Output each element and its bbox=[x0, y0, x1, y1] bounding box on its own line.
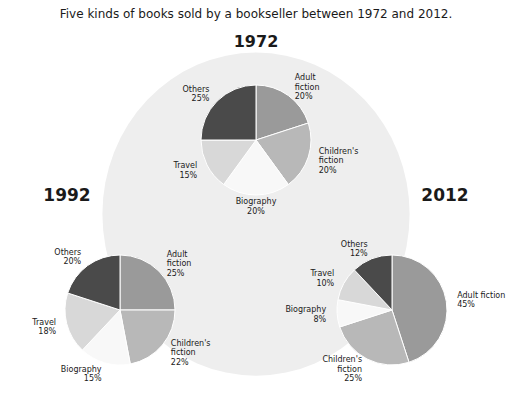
slice-label: Biography20% bbox=[236, 197, 277, 216]
value-label: 15% bbox=[179, 171, 197, 180]
slice bbox=[354, 255, 392, 310]
category-label-line: Others bbox=[182, 85, 209, 94]
category-label-line: fiction bbox=[337, 365, 362, 374]
category-label-line: Travel bbox=[31, 318, 56, 327]
category-label-line: Adult bbox=[295, 73, 316, 82]
slice-label: Others20% bbox=[54, 248, 81, 267]
category-label-line: fiction bbox=[295, 83, 320, 92]
value-label: 20% bbox=[295, 92, 313, 101]
category-label-line: Others bbox=[341, 240, 368, 249]
category-label-line: Adult bbox=[167, 250, 188, 259]
pie: Adult fiction45% Children'sfiction25% Biog… bbox=[285, 240, 505, 383]
slice-label: Travel18% bbox=[31, 318, 56, 337]
value-label: 20% bbox=[63, 257, 81, 266]
value-label: 20% bbox=[319, 166, 337, 175]
title: Five kinds of books sold by a bookseller… bbox=[60, 7, 452, 21]
category-label: Travel bbox=[31, 318, 56, 327]
category-label: Children'sfiction bbox=[322, 355, 362, 374]
category-label: Adultfiction bbox=[295, 73, 320, 92]
pie: Adultfiction25%Children'sfiction22%Biogr… bbox=[31, 248, 210, 383]
slice-label: Adultfiction25% bbox=[167, 250, 192, 278]
category-label-line: Adult fiction bbox=[457, 291, 505, 300]
year-label: 1972 bbox=[234, 32, 279, 51]
year-label: 1992 bbox=[43, 185, 90, 205]
value-label: 8% bbox=[313, 315, 326, 324]
slice-label: Travel10% bbox=[309, 269, 334, 288]
category-label-line: fiction bbox=[167, 259, 192, 268]
slice-label: Adult fiction45% bbox=[457, 291, 505, 310]
value-label: 45% bbox=[457, 300, 475, 309]
category-label-line: Biography bbox=[236, 197, 277, 206]
category-label: Others bbox=[54, 248, 81, 257]
category-label: Biography bbox=[61, 365, 102, 374]
slice-label: Children'sfiction25% bbox=[322, 355, 362, 383]
year-label: 2012 bbox=[421, 185, 468, 205]
category-label: Children'sfiction bbox=[319, 147, 359, 166]
category-label: Travel bbox=[309, 269, 334, 278]
slice-label: Children'sfiction20% bbox=[319, 147, 359, 175]
value-label: 18% bbox=[38, 327, 56, 336]
slice-label: Others12% bbox=[341, 240, 368, 259]
category-label-line: Children's bbox=[322, 355, 362, 364]
category-label-line: Others bbox=[54, 248, 81, 257]
value-label: 15% bbox=[84, 374, 102, 383]
value-label: 10% bbox=[316, 279, 334, 288]
category-label: Travel bbox=[172, 161, 197, 170]
slice bbox=[201, 140, 256, 184]
slice-label: Biography15% bbox=[61, 365, 102, 384]
watermark bbox=[102, 53, 409, 376]
category-label-line: Biography bbox=[61, 365, 102, 374]
slice-label: Biography8% bbox=[285, 305, 326, 324]
category-label: Children'sfiction bbox=[171, 339, 211, 358]
category-label: Others bbox=[182, 85, 209, 94]
value-label: 12% bbox=[350, 249, 368, 258]
slice-label: Children'sfiction22% bbox=[171, 339, 211, 367]
category-label: Adult fiction bbox=[457, 291, 505, 300]
slice-label: Others25% bbox=[182, 85, 209, 104]
slice-label: Travel15% bbox=[172, 161, 197, 180]
category-label-line: Travel bbox=[309, 269, 334, 278]
value-label: 20% bbox=[247, 207, 265, 216]
value-label: 22% bbox=[171, 358, 189, 367]
category-label-line: fiction bbox=[171, 348, 196, 357]
category-label: Biography bbox=[285, 305, 326, 314]
category-label: Biography bbox=[236, 197, 277, 206]
category-label-line: Children's bbox=[171, 339, 211, 348]
chart: Five kinds of books sold by a bookseller… bbox=[0, 0, 512, 404]
category-label-line: Travel bbox=[172, 161, 197, 170]
value-label: 25% bbox=[192, 94, 210, 103]
category-label: Others bbox=[341, 240, 368, 249]
slice-label: Adultfiction20% bbox=[295, 73, 320, 101]
value-label: 25% bbox=[344, 374, 362, 383]
category-label: Adultfiction bbox=[167, 250, 192, 269]
category-label-line: Biography bbox=[285, 305, 326, 314]
value-label: 25% bbox=[167, 269, 185, 278]
category-label-line: fiction bbox=[319, 156, 344, 165]
pie: Adultfiction20%Children'sfiction20%Biogr… bbox=[172, 73, 358, 216]
category-label-line: Children's bbox=[319, 147, 359, 156]
